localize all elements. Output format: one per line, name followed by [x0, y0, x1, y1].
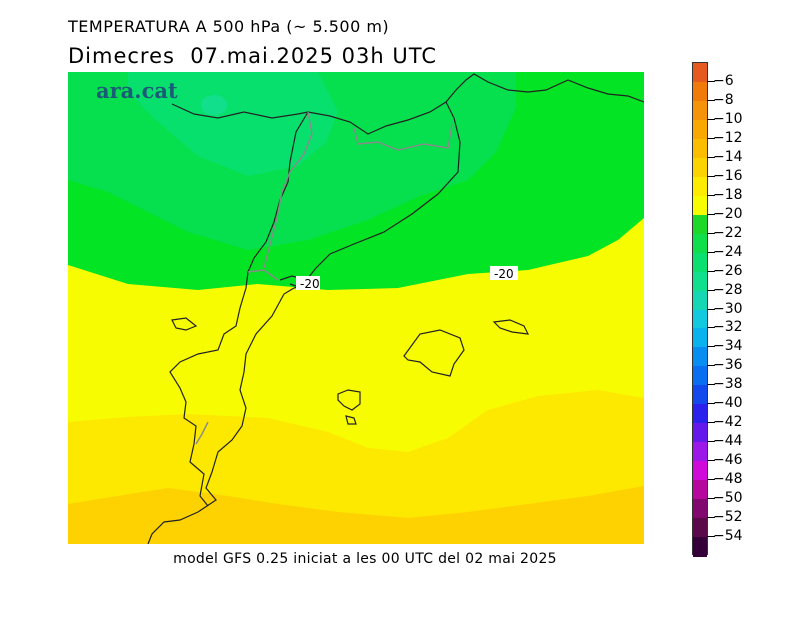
color-scale-label: −40	[713, 395, 743, 412]
contour-label-box	[296, 276, 320, 290]
map-date: Dimecres 07.mai.2025 03h UTC	[68, 44, 437, 68]
color-scale-label: −46	[713, 452, 743, 469]
color-scale-bar	[692, 62, 708, 557]
color-scale-label: −54	[713, 528, 743, 545]
color-scale-label: −26	[713, 262, 743, 279]
color-scale-segment	[693, 290, 707, 311]
color-scale-label: −36	[713, 357, 743, 374]
color-scale-tick	[707, 118, 715, 120]
color-scale-segment	[693, 63, 707, 83]
color-scale-label: −50	[713, 490, 743, 507]
color-scale-segment	[693, 499, 707, 519]
color-scale-label: −10	[713, 110, 743, 127]
color-scale-label: −34	[713, 338, 743, 355]
color-scale-segment	[693, 214, 707, 235]
color-scale-tick	[707, 194, 715, 196]
color-scale-segment	[693, 404, 707, 424]
color-scale-label: −6	[713, 72, 734, 89]
color-scale-segment	[693, 157, 707, 178]
map-canvas: -20 -20	[68, 72, 644, 544]
band-28-26	[201, 95, 227, 115]
color-scale-tick	[707, 80, 715, 82]
color-scale-label: −18	[713, 186, 743, 203]
color-scale-segment	[693, 385, 707, 405]
color-scale-tick	[707, 479, 715, 481]
color-scale-tick	[707, 327, 715, 329]
color-scale-label: −42	[713, 414, 743, 431]
color-scale-tick	[707, 308, 715, 310]
color-scale-tick	[707, 536, 715, 538]
color-scale-segment	[693, 461, 707, 481]
color-scale-segment	[693, 518, 707, 538]
color-scale-label: −12	[713, 129, 743, 146]
color-scale-segment	[693, 271, 707, 292]
internal-borders	[195, 111, 453, 445]
color-scale-tick	[707, 498, 715, 500]
color-scale-label: −16	[713, 167, 743, 184]
color-scale-segment	[693, 176, 707, 197]
color-scale-segment	[693, 81, 707, 102]
color-scale-segment	[693, 537, 707, 557]
color-scale-segment	[693, 195, 707, 216]
color-scale-tick	[707, 422, 715, 424]
band-26-24	[128, 72, 338, 176]
model-footnote: model GFS 0.25 iniciat a les 00 UTC del …	[173, 551, 557, 567]
color-scale-tick	[707, 289, 715, 291]
color-scale-tick	[707, 384, 715, 386]
color-scale-tick	[707, 403, 715, 405]
color-scale-segment	[693, 347, 707, 367]
color-scale-tick	[707, 213, 715, 215]
color-scale-label: −32	[713, 319, 743, 336]
color-scale-segment	[693, 119, 707, 140]
color-scale-segment	[693, 480, 707, 500]
temperature-map: -20 -20 ara.cat	[68, 72, 644, 544]
color-scale-tick	[707, 346, 715, 348]
color-scale-tick	[707, 251, 715, 253]
color-scale-tick	[707, 441, 715, 443]
color-scale-tick	[707, 365, 715, 367]
color-scale-tick	[707, 99, 715, 101]
color-scale-segment	[693, 138, 707, 159]
color-scale-segment	[693, 423, 707, 443]
color-scale-label: −38	[713, 376, 743, 393]
color-scale-segment	[693, 366, 707, 386]
color-scale-segment	[693, 233, 707, 254]
color-scale-label: −48	[713, 471, 743, 488]
color-scale-segment	[693, 100, 707, 121]
color-scale-tick	[707, 175, 715, 177]
color-scale-label: −52	[713, 509, 743, 526]
color-scale-tick	[707, 232, 715, 234]
color-scale-segment	[693, 328, 707, 348]
color-scale-label: −20	[713, 205, 743, 222]
color-scale-label: −14	[713, 148, 743, 165]
brand-logo: ara.cat	[96, 78, 178, 103]
color-scale-segment	[693, 442, 707, 462]
map-title: TEMPERATURA A 500 hPa (~ 5.500 m)	[68, 17, 390, 36]
contour-label: -20	[300, 277, 320, 291]
contour-label-box	[490, 266, 518, 280]
band-16-14	[68, 486, 644, 544]
color-scale-tick	[707, 156, 715, 158]
color-scale-label: −30	[713, 300, 743, 317]
color-scale-label: −44	[713, 433, 743, 450]
color-scale-tick	[707, 460, 715, 462]
contour-label: -20	[494, 267, 514, 281]
color-scale-label: −24	[713, 243, 743, 260]
color-scale-segment	[693, 252, 707, 273]
color-scale-tick	[707, 517, 715, 519]
color-scale-tick	[707, 270, 715, 272]
color-scale-label: −22	[713, 224, 743, 241]
color-scale-label: −8	[713, 91, 734, 108]
color-scale-tick	[707, 137, 715, 139]
color-scale-label: −28	[713, 281, 743, 298]
color-scale-segment	[693, 309, 707, 330]
